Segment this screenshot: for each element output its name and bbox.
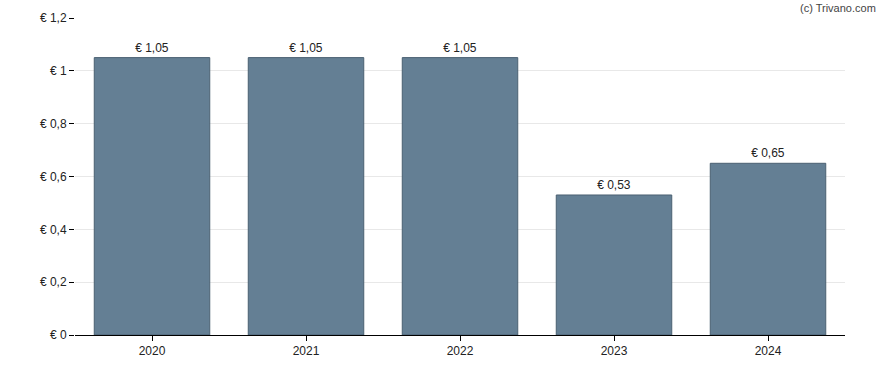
svg-text:€ 1: € 1 <box>50 64 67 78</box>
svg-text:€ 1,05: € 1,05 <box>135 41 169 55</box>
svg-text:€ 0,2: € 0,2 <box>40 275 67 289</box>
svg-text:2021: 2021 <box>293 344 320 358</box>
svg-text:€ 0,65: € 0,65 <box>751 146 785 160</box>
svg-text:2023: 2023 <box>601 344 628 358</box>
svg-text:2020: 2020 <box>139 344 166 358</box>
svg-text:€ 0,4: € 0,4 <box>40 223 67 237</box>
svg-text:€ 0: € 0 <box>50 328 67 342</box>
svg-text:(c) Trivano.com: (c) Trivano.com <box>800 2 876 14</box>
svg-text:€ 0,6: € 0,6 <box>40 170 67 184</box>
svg-text:€ 1,2: € 1,2 <box>40 11 67 25</box>
svg-text:€ 1,05: € 1,05 <box>443 41 477 55</box>
svg-text:€ 0,8: € 0,8 <box>40 117 67 131</box>
svg-text:€ 1,05: € 1,05 <box>289 41 323 55</box>
svg-text:2022: 2022 <box>447 344 474 358</box>
svg-text:€ 0,53: € 0,53 <box>597 178 631 192</box>
svg-text:2024: 2024 <box>755 344 782 358</box>
